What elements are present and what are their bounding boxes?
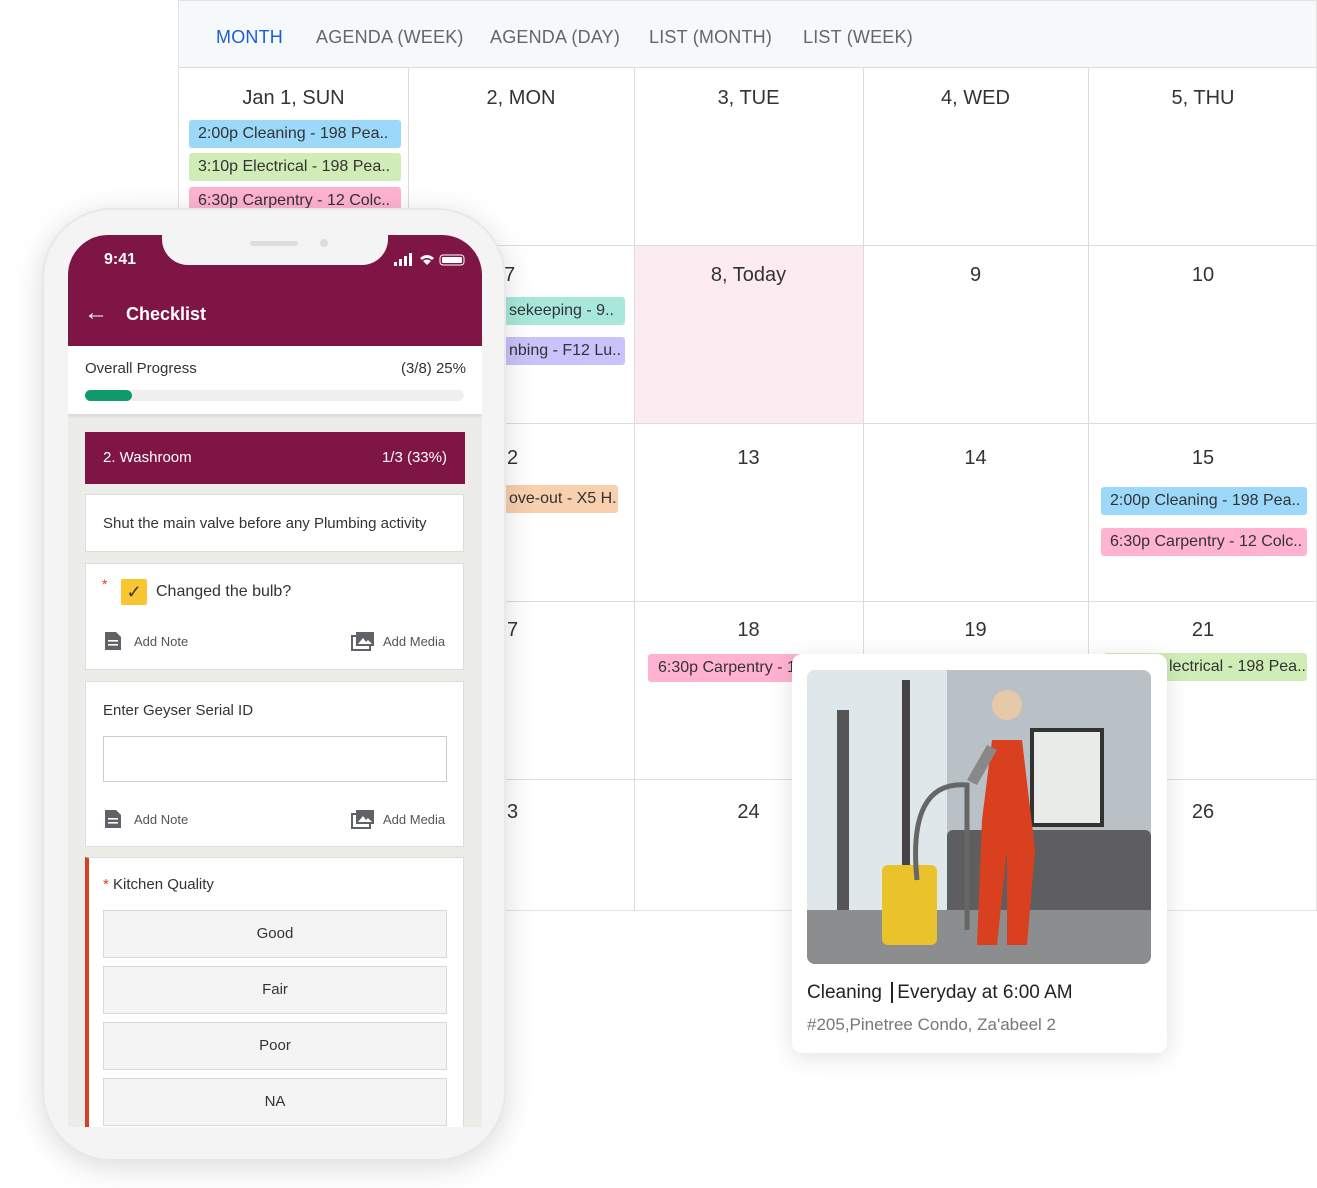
back-arrow-icon[interactable]: ← bbox=[84, 299, 108, 326]
day-number: 19 bbox=[964, 619, 987, 641]
instruction-card: Shut the main valve before any Plumbing … bbox=[85, 494, 464, 552]
checkbox-item-card: * ✓ Changed the bulb? Add Note Add Media bbox=[85, 563, 464, 670]
checkbox-label: Changed the bulb? bbox=[156, 583, 292, 600]
option-fair[interactable]: Fair bbox=[103, 966, 447, 1014]
day-number: 15 bbox=[1191, 447, 1215, 469]
cleaning-photo bbox=[807, 670, 1151, 964]
event-title: Cleaning Everyday at 6:00 AM bbox=[807, 982, 1073, 1004]
day-number: 26 bbox=[1191, 801, 1215, 823]
phone-screen: 9:41 ← Checklist Overall Progress (3/8) … bbox=[68, 235, 482, 1127]
note-icon bbox=[105, 810, 121, 828]
day-number: 21 bbox=[1191, 619, 1215, 641]
required-mark: * bbox=[103, 876, 109, 893]
day-number: 8, Today bbox=[710, 264, 787, 286]
quality-label-text: Kitchen Quality bbox=[113, 876, 214, 893]
day-number: 14 bbox=[964, 447, 987, 469]
option-poor[interactable]: Poor bbox=[103, 1022, 447, 1070]
event-move-out[interactable]: ove-out - X5 H.. bbox=[499, 485, 618, 513]
day-number: 13 bbox=[737, 447, 760, 469]
section-name: 2. Washroom bbox=[103, 449, 192, 466]
add-note-button[interactable]: Add Note bbox=[103, 631, 188, 656]
overall-progress: Overall Progress (3/8) 25% bbox=[68, 346, 482, 414]
kitchen-quality-card: * Kitchen Quality Good Fair Poor NA bbox=[85, 857, 464, 1127]
event-address: #205,Pinetree Condo, Za'abeel 2 bbox=[807, 1015, 1056, 1034]
quality-label: * Kitchen Quality bbox=[103, 876, 214, 893]
media-icon bbox=[351, 632, 374, 651]
day-header: 2, MON bbox=[486, 87, 556, 109]
day-header: 5, THU bbox=[1171, 87, 1235, 109]
event-plumbing[interactable]: nbing - F12 Lu.. bbox=[499, 337, 625, 365]
screen-title: Checklist bbox=[126, 304, 207, 324]
day-number: 2 bbox=[507, 447, 519, 469]
event-electrical[interactable]: 3:10p Electrical - 198 Pea.. bbox=[189, 153, 401, 181]
checkbox-checked-icon[interactable]: ✓ bbox=[121, 579, 147, 605]
media-icon bbox=[351, 810, 374, 829]
progress-bar bbox=[85, 390, 464, 401]
event-cleaning[interactable]: 2:00p Cleaning - 198 Pea.. bbox=[1101, 487, 1307, 515]
status-time: 9:41 bbox=[104, 251, 137, 268]
day-number: 7 bbox=[504, 264, 516, 286]
serial-id-card: Enter Geyser Serial ID Add Note Add Medi… bbox=[85, 681, 464, 847]
view-tabs: MONTH AGENDA (WEEK) AGENDA (DAY) LIST (M… bbox=[179, 1, 1316, 68]
status-icons bbox=[394, 253, 466, 270]
day-number: 9 bbox=[969, 264, 982, 286]
service-name: Cleaning bbox=[807, 982, 882, 1003]
day-number: 10 bbox=[1191, 264, 1215, 286]
day-header: 3, TUE bbox=[717, 87, 780, 109]
note-icon bbox=[105, 632, 121, 650]
day-header: Jan 1, SUN bbox=[242, 87, 345, 109]
tab-month[interactable]: MONTH bbox=[216, 27, 283, 47]
event-housekeeping[interactable]: sekeeping - 9.. bbox=[499, 297, 625, 325]
add-note-button[interactable]: Add Note bbox=[103, 809, 188, 834]
option-na[interactable]: NA bbox=[103, 1078, 447, 1126]
progress-value: (3/8) 25% bbox=[400, 360, 466, 377]
day-number: 18 bbox=[737, 619, 760, 641]
tab-list-month[interactable]: LIST (MONTH) bbox=[649, 27, 773, 47]
app-header: 9:41 ← Checklist bbox=[68, 235, 482, 346]
day-number: 24 bbox=[737, 801, 760, 823]
serial-id-input[interactable] bbox=[103, 736, 447, 782]
instruction-text: Shut the main valve before any Plumbing … bbox=[103, 515, 427, 532]
tab-agenda-day[interactable]: AGENDA (DAY) bbox=[490, 27, 621, 47]
day-number: 7 bbox=[507, 619, 519, 641]
event-popup[interactable]: Cleaning Everyday at 6:00 AM #205,Pinetr… bbox=[792, 654, 1167, 1053]
serial-label: Enter Geyser Serial ID bbox=[103, 702, 254, 719]
tab-list-week[interactable]: LIST (WEEK) bbox=[803, 27, 913, 47]
add-media-button[interactable]: Add Media bbox=[351, 809, 445, 834]
event-cleaning[interactable]: 2:00p Cleaning - 198 Pea.. bbox=[189, 120, 401, 148]
section-header-washroom[interactable]: 2. Washroom 1/3 (33%) bbox=[85, 432, 465, 484]
phone-mockup: 9:41 ← Checklist Overall Progress (3/8) … bbox=[42, 208, 506, 1161]
tab-agenda-week[interactable]: AGENDA (WEEK) bbox=[316, 27, 464, 47]
required-mark: * bbox=[102, 576, 108, 592]
section-progress: 1/3 (33%) bbox=[381, 449, 447, 466]
progress-label: Overall Progress bbox=[85, 360, 197, 377]
day-number: 3 bbox=[507, 801, 519, 823]
add-media-button[interactable]: Add Media bbox=[351, 631, 445, 656]
event-carpentry[interactable]: 6:30p Carpentry - 12 Colc.. bbox=[1101, 528, 1307, 556]
day-header: 4, WED bbox=[941, 87, 1010, 109]
option-good[interactable]: Good bbox=[103, 910, 447, 958]
schedule: Everyday at 6:00 AM bbox=[897, 982, 1073, 1003]
today-cell[interactable] bbox=[635, 246, 863, 423]
